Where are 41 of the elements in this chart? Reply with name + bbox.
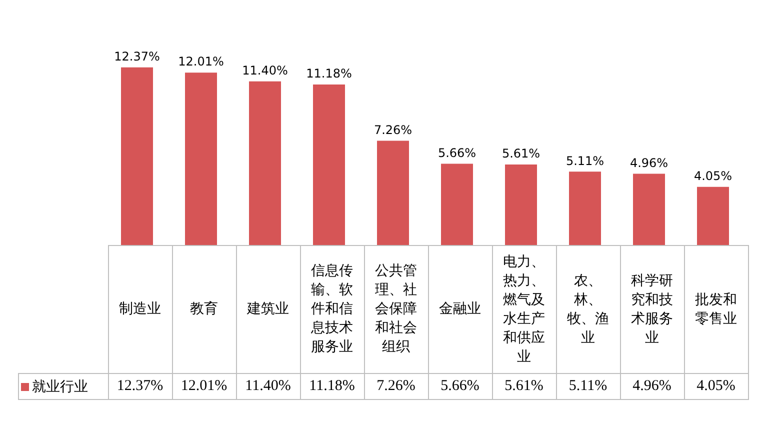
bar (121, 67, 153, 245)
text: 5.61% (502, 146, 540, 161)
bar (505, 164, 537, 245)
legend-label: 就业行业 (31, 378, 88, 394)
text: 4.05% (694, 168, 732, 183)
x-tick-label: 科学研究和技术服务业 (620, 246, 684, 374)
text: 11.18% (306, 66, 352, 81)
x-tick-label: 信息传输、软件和信息技术服务业 (300, 246, 364, 374)
text: 12.01% (178, 54, 224, 69)
data-label: 5.61% (492, 374, 556, 400)
x-tick-label: 批发和零售业 (684, 246, 748, 374)
x-tick-label: 教育 (172, 246, 236, 374)
bar (569, 172, 601, 245)
data-label: 4.05% (684, 374, 748, 400)
data-label: 5.66% (428, 374, 492, 400)
data-label: 5.11% (556, 374, 620, 400)
bar (377, 140, 409, 245)
x-tick-label: 金融业 (428, 246, 492, 374)
x-tick-label: 农、林、牧、渔业 (556, 246, 620, 374)
bar (441, 164, 473, 245)
text: 5.11% (566, 154, 604, 168)
data-label: 11.40% (236, 374, 300, 400)
text: 4.96% (630, 156, 668, 170)
text: 11.40% (242, 63, 288, 78)
bar (633, 174, 665, 245)
data-label: 12.37% (108, 374, 172, 400)
bar (185, 72, 217, 245)
x-tick-label: 电力、热力、燃气及水生产和供应业 (492, 246, 556, 374)
x-tick-label: 建筑业 (236, 246, 300, 374)
x-tick-label: 公共管理、社会保障和社会组织 (364, 246, 428, 374)
data-label: 4.96% (620, 374, 684, 400)
data-label: 12.01% (172, 374, 236, 400)
x-tick-label: 制造业 (108, 246, 172, 374)
data-label: 7.26% (364, 374, 428, 400)
bar (249, 81, 281, 245)
bar (697, 186, 729, 245)
text: 12.37% (114, 50, 160, 64)
data-label: 11.18% (300, 374, 364, 400)
bar (313, 84, 345, 245)
text: 7.26% (374, 122, 412, 137)
text: 5.66% (438, 146, 476, 160)
